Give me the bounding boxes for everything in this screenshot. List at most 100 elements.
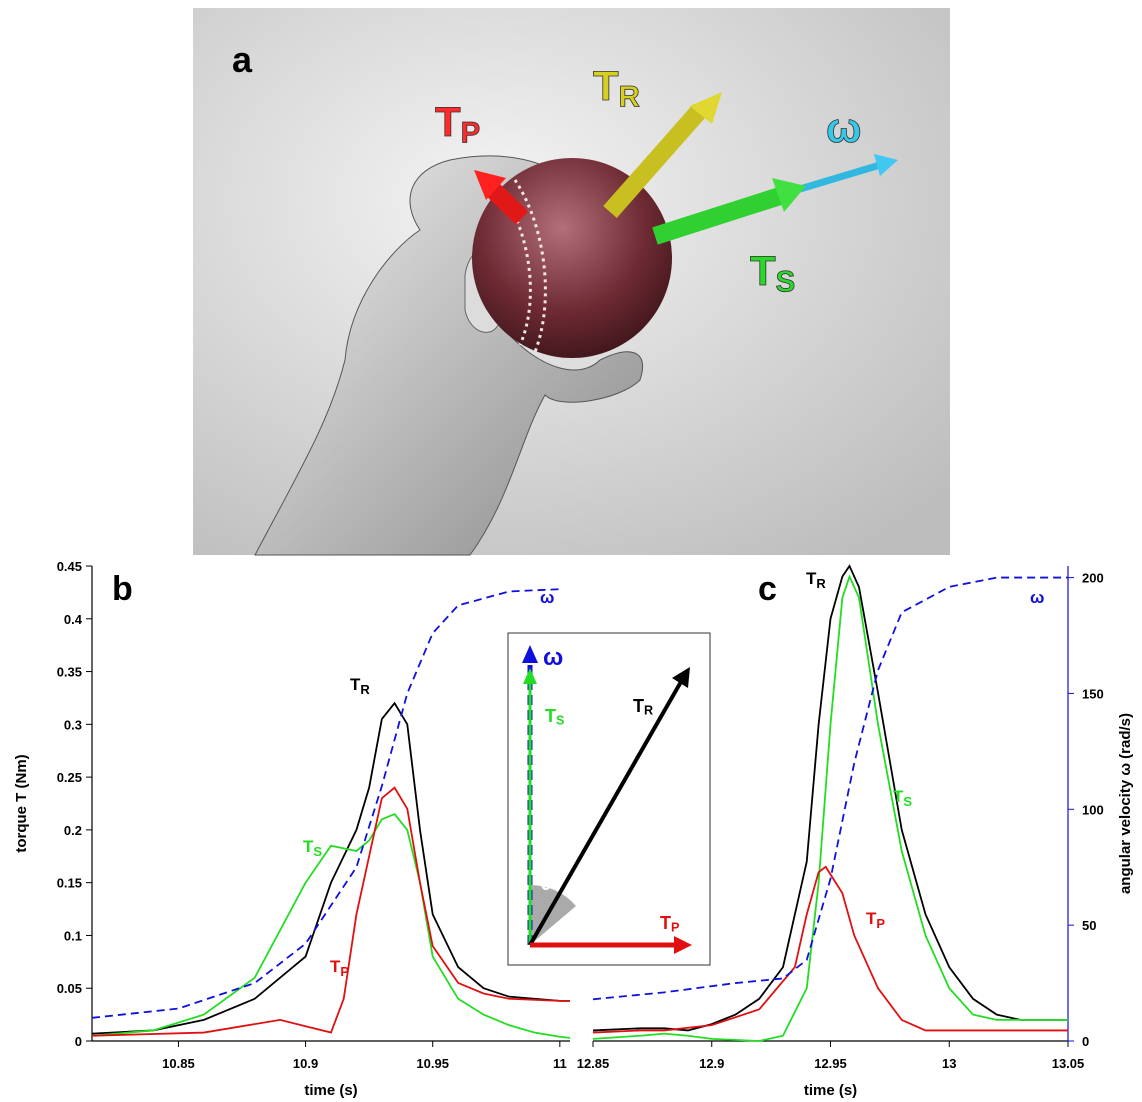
- y2-tick-label: 50: [1082, 918, 1096, 933]
- curve-label-main: T: [866, 909, 877, 928]
- inset-label-main: ω: [543, 644, 563, 671]
- inset-label-main: T: [545, 706, 556, 726]
- inset: [507, 632, 711, 966]
- photo-arrow-label-main: ω: [826, 104, 861, 151]
- photo-arrow-label: TP: [435, 98, 480, 149]
- curve-label-main: T: [350, 675, 361, 694]
- curve-label: TR: [350, 675, 370, 697]
- y2-tick-label: 150: [1082, 686, 1104, 701]
- y-tick-label: 0.05: [57, 981, 82, 996]
- arrow-head: [522, 645, 538, 663]
- data-line: [592, 574, 1068, 1042]
- curve-label: ω: [1030, 588, 1044, 607]
- data-line: [91, 812, 571, 1039]
- inset-label-main: T: [633, 696, 644, 716]
- curve-label-sub: R: [360, 682, 370, 697]
- y-tick-label: 0.35: [57, 665, 82, 680]
- inset-label-sub: P: [671, 921, 679, 935]
- arrow-omega: [788, 161, 882, 196]
- y2-tick-label: 0: [1082, 1034, 1089, 1049]
- photo-arrow-label-sub: R: [619, 80, 640, 113]
- theta-wedge: [530, 884, 576, 945]
- inset-label-main: T: [660, 913, 671, 933]
- y-tick-label: 0.45: [57, 559, 82, 574]
- curve-label: TS: [303, 837, 322, 859]
- inset-label: ω: [543, 644, 563, 671]
- x-axis-label: time (s): [804, 1082, 857, 1099]
- x-tick-label: 13: [942, 1056, 956, 1071]
- x-tick-label: 10.9: [293, 1056, 318, 1071]
- data-line: [91, 588, 560, 1019]
- y-tick-label: 0.3: [64, 717, 82, 732]
- curve-label-sub: R: [816, 576, 826, 591]
- arrow-head: [672, 667, 690, 688]
- panel-label: a: [232, 39, 253, 80]
- inset-label-sub: S: [556, 714, 564, 728]
- inset-label: TS: [545, 706, 564, 728]
- inset-label: θ: [540, 870, 552, 895]
- photo-arrow-label-main: T: [435, 98, 461, 145]
- curve-label: ω: [540, 588, 554, 607]
- arrow-tp: [483, 180, 529, 225]
- y2-tick-label: 100: [1082, 802, 1104, 817]
- curve-label-sub: S: [313, 844, 322, 859]
- curve-label: TP: [866, 909, 885, 931]
- curve-label-sub: P: [340, 964, 349, 979]
- photo: [193, 8, 950, 556]
- x-tick-label: 11: [553, 1056, 567, 1071]
- curve-label-main: T: [330, 957, 341, 976]
- y2-axis-label: angular velocity ω (rad/s): [1117, 713, 1134, 894]
- curve-label: TP: [330, 957, 349, 979]
- curve-label-main: ω: [1030, 588, 1044, 607]
- arrow-ts: [652, 187, 783, 245]
- curve-label-main: T: [303, 837, 314, 856]
- curve-label-main: T: [806, 569, 817, 588]
- inset-tr: [528, 679, 684, 946]
- x-tick-label: 10.85: [162, 1056, 195, 1071]
- data-line: [592, 865, 1068, 1034]
- panel-label: b: [112, 570, 133, 608]
- x-tick-label: 10.95: [416, 1056, 449, 1071]
- x-tick-label: 12.9: [699, 1056, 724, 1071]
- photo-arrow-label: TS: [750, 247, 795, 298]
- data-line: [91, 701, 570, 1035]
- inset-label-main: θ: [540, 870, 552, 895]
- y-tick-label: 0.25: [57, 770, 82, 785]
- photo-arrow-label: TR: [593, 62, 640, 113]
- arrow-head: [474, 170, 506, 200]
- y-tick-label: 0.2: [64, 823, 82, 838]
- data-line: [91, 786, 570, 1037]
- arrow-tr: [603, 104, 707, 218]
- arrow-head: [674, 936, 692, 954]
- arrow-head: [772, 178, 806, 212]
- photo-arrow-label-sub: S: [776, 265, 796, 298]
- y-axis-label: torque T (Nm): [13, 754, 30, 852]
- curve-label-sub: S: [903, 794, 912, 809]
- photo-arrow-label-sub: P: [461, 116, 481, 149]
- panel-label: c: [758, 570, 777, 608]
- curve-label-main: T: [893, 787, 904, 806]
- inset-label: TP: [660, 913, 679, 935]
- curve-label: TR: [806, 569, 826, 591]
- inset-label-sub: R: [644, 704, 653, 718]
- curve-label: TS: [893, 787, 912, 809]
- photo-arrow-label-main: T: [750, 247, 776, 294]
- x-axis-label: time (s): [304, 1082, 357, 1099]
- arrow-head: [690, 92, 722, 124]
- y-tick-label: 0.1: [64, 928, 82, 943]
- y-tick-label: 0.4: [64, 612, 83, 627]
- y-tick-label: 0: [75, 1034, 82, 1049]
- x-tick-label: 13.05: [1052, 1056, 1085, 1071]
- data-line: [592, 576, 1068, 1001]
- y2-tick-label: 200: [1082, 571, 1104, 586]
- curve-label-main: ω: [540, 588, 554, 607]
- y-tick-label: 0.15: [57, 876, 82, 891]
- arrow-head: [523, 668, 537, 684]
- photo-arrow-label: ω: [826, 104, 861, 151]
- arrow-head: [874, 154, 898, 176]
- x-tick-label: 12.85: [577, 1056, 610, 1071]
- inset-label: TR: [633, 696, 653, 718]
- photo-arrow-label-main: T: [593, 62, 619, 109]
- curve-label-sub: P: [876, 916, 885, 931]
